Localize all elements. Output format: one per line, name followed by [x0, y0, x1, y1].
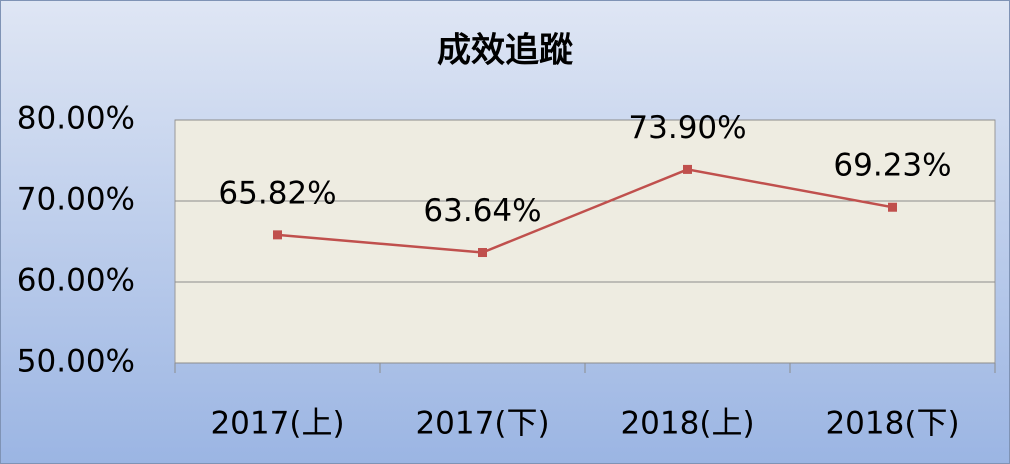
y-tick-label: 50.00%: [17, 344, 135, 380]
marker: [478, 248, 487, 258]
data-label: 73.90%: [628, 110, 746, 146]
x-tick-label: 2018(下): [825, 406, 959, 442]
y-tick-label: 80.00%: [17, 101, 135, 137]
plot-area: [174, 119, 996, 364]
marker: [683, 164, 692, 174]
x-tick-label: 2017(下): [415, 406, 549, 442]
x-tick-label: 2018(上): [620, 406, 754, 442]
line: [277, 168, 893, 254]
x-tick-label: 2017(上): [210, 406, 344, 442]
chart-title: 成效追蹤: [437, 31, 573, 71]
y-tick-label: 60.00%: [17, 263, 135, 299]
marker: [273, 230, 282, 240]
y-tick-label: 70.00%: [17, 182, 135, 218]
data-label: 63.64%: [423, 193, 541, 229]
data-label: 69.23%: [833, 148, 951, 184]
data-label: 65.82%: [218, 175, 336, 211]
marker: [888, 202, 897, 212]
